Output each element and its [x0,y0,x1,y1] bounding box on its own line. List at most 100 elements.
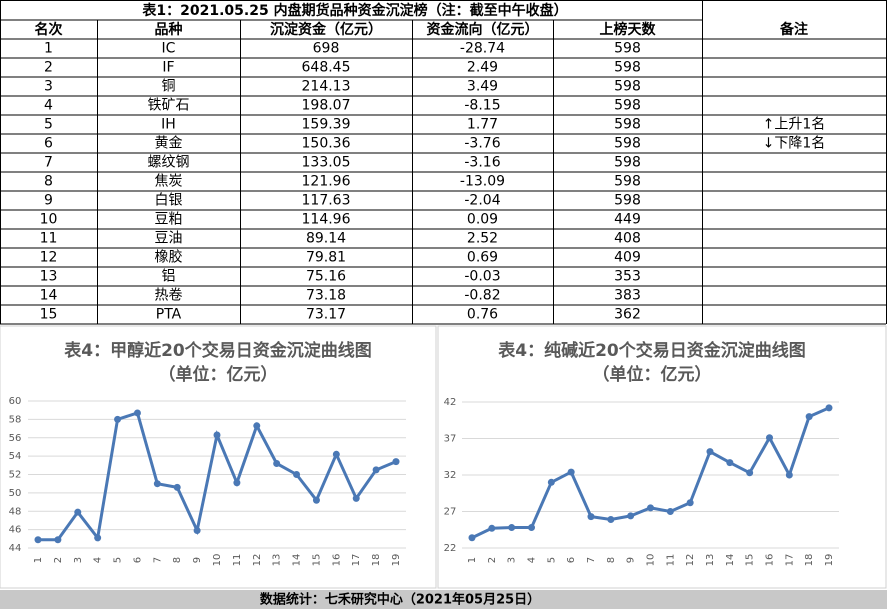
table-header: 名次 [35,21,63,38]
point [706,448,714,456]
table-header: 上榜天数 [600,21,657,38]
chart-subtitle: （单位：亿元） [159,364,278,385]
x-tick-label: 2 [487,557,498,563]
y-tick-label: 27 [444,507,457,518]
x-tick-label: 17 [351,554,362,567]
table-cell: PTA [156,307,182,323]
table-cell: 114.96 [302,212,351,228]
table-cell: 3 [44,79,53,95]
table-cell: 4 [44,98,53,114]
point [253,422,261,430]
y-tick-label: 48 [9,506,22,517]
point [468,534,476,542]
table-cell: 8 [44,174,53,190]
table-cell: 焦炭 [155,174,183,190]
x-tick-label: 1 [33,557,44,563]
table-cell: 铜 [162,79,176,95]
table-cell: 13 [40,269,58,285]
point [153,480,161,488]
table-cell: 15 [40,307,58,323]
x-tick-label: 2 [53,557,64,563]
point [54,536,62,544]
point [766,434,773,442]
x-tick-label: 14 [292,554,303,567]
x-tick-label: 12 [252,554,263,567]
table-header: 资金流向（亿元） [427,21,539,38]
x-tick-label: 13 [272,554,283,567]
y-tick-label: 44 [9,543,22,554]
x-tick-label: 15 [745,554,756,567]
x-tick-label: 16 [331,554,342,567]
point [508,524,516,532]
x-tick-label: 10 [646,554,657,567]
table-cell: 133.05 [302,155,351,171]
x-tick-label: 18 [804,554,815,567]
footer: 数据统计：七禾研究中心（2021年05月25日） [260,592,540,608]
table-cell: 598 [614,155,641,171]
table-cell: 648.45 [302,60,351,76]
y-tick-label: 58 [9,414,22,425]
table-cell: 铁矿石 [148,98,190,114]
x-tick-label: 7 [586,557,597,563]
table-cell: 214.13 [302,79,351,95]
y-tick-label: 32 [444,470,457,481]
point [173,483,181,491]
table-cell: 1.77 [467,117,498,133]
y-tick-label: 60 [9,396,22,407]
table-cell: 598 [614,193,641,209]
point [372,466,380,474]
table-cell: 159.39 [302,117,351,133]
point [293,471,301,478]
point [726,459,734,467]
table-header: 沉淀资金（亿元） [270,21,382,38]
table-cell: 449 [614,212,641,228]
point [34,536,42,544]
table-cell: 豆粕 [155,212,183,228]
point [133,409,141,417]
table-cell: 121.96 [302,174,351,190]
table-cell: 79.81 [306,250,346,266]
point [785,471,793,479]
table-cell: 698 [313,41,340,57]
point [547,478,555,486]
table-cell: -8.15 [464,98,500,114]
table-cell: 10 [40,212,58,228]
point [746,469,754,477]
point [686,499,694,507]
table-cell: 2 [44,60,53,76]
table-cell: IC [162,41,176,57]
table-cell: -0.82 [464,288,500,304]
table-cell: -28.74 [460,41,505,57]
table-cell: 0.69 [467,250,498,266]
table-cell: -13.09 [460,174,505,190]
point [488,524,496,532]
table-cell: -3.16 [464,155,500,171]
point [233,479,241,487]
table-cell: ↓下降1名 [763,136,826,152]
table-cell: -3.76 [464,136,500,152]
point [352,494,360,502]
x-tick-label: 13 [705,554,716,567]
table-cell: 黄金 [155,135,183,152]
table-cell: 73.17 [306,307,346,323]
chart-title: 表4：甲醇近20个交易日资金沉淀曲线图 [64,340,372,361]
x-tick-label: 3 [73,557,84,563]
table-cell: 热卷 [155,288,183,304]
table-cell: 598 [614,136,641,152]
point [332,450,340,458]
table-cell: 0.09 [467,212,498,228]
table-cell: 0.76 [467,307,498,323]
x-tick-label: 6 [566,557,577,563]
table-cell: IF [162,60,174,76]
table-cell: 白银 [155,193,183,209]
table-cell: 117.63 [302,193,351,209]
table-cell: 橡胶 [155,249,183,266]
x-tick-label: 11 [232,554,243,567]
table-cell: 73.18 [306,288,346,304]
x-tick-label: 10 [212,554,223,567]
table-cell: 6 [44,136,53,152]
y-tick-label: 37 [444,434,457,445]
x-tick-label: 18 [371,554,382,567]
table-cell: 1 [44,41,53,57]
